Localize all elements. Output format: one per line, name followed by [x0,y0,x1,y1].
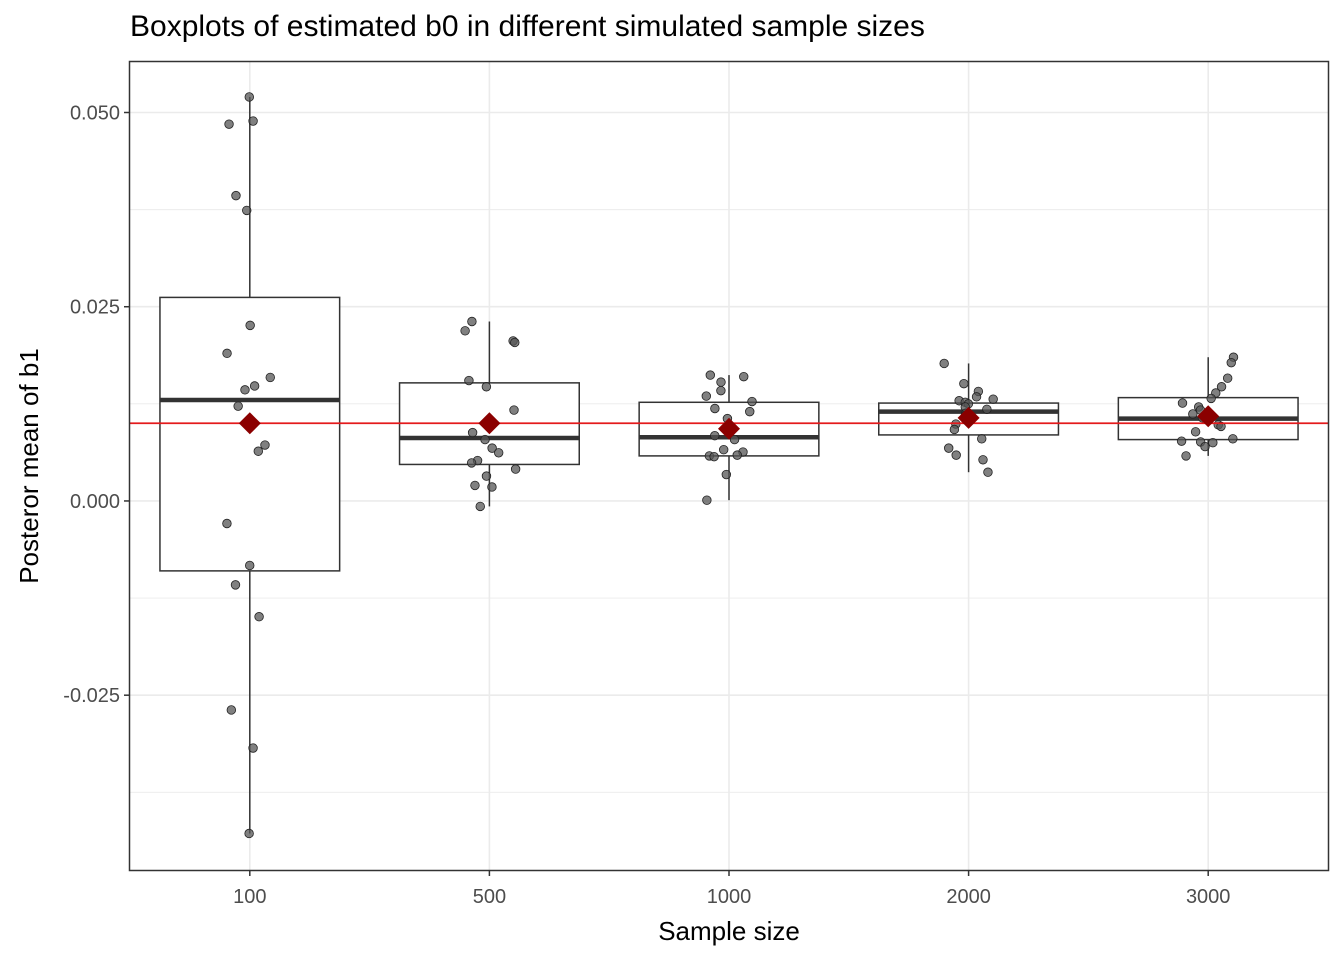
data-point [481,471,492,481]
axes: -0.025 0.000 0.025 0.050 100 500 1000 2000 3000 [63,103,1230,909]
data-point [493,448,504,458]
y-axis-title: Posteror mean of b1 [14,348,44,584]
data-point [710,403,720,414]
data-point [231,190,241,201]
data-point [260,440,270,450]
data-point [710,431,720,441]
data-point [705,370,715,380]
data-point [745,406,755,417]
y-tick-label: -0.025 [63,685,120,707]
data-point [467,316,477,327]
data-point [1176,436,1187,446]
data-point [709,451,719,462]
data-point [1177,398,1188,408]
data-point [245,320,255,331]
data-point [222,518,232,529]
data-point [1216,421,1226,432]
data-point [242,205,252,216]
data-point [1228,434,1238,444]
data-point [248,743,258,753]
data-point [254,612,264,622]
data-point [1200,441,1210,452]
data-point [1206,393,1216,404]
data-point [983,467,993,477]
x-tick-label: 2000 [946,886,991,908]
data-point [747,396,757,407]
data-point [977,434,987,444]
data-point [510,464,521,474]
data-point [240,385,250,395]
mean-marker [957,406,980,429]
mean-markers [238,405,1220,440]
data-point [460,326,470,336]
mean-marker [1197,405,1220,428]
data-point [230,580,241,590]
y-tick-label: 0.050 [70,103,120,125]
y-tick-label: 0.025 [70,297,120,319]
data-point [944,443,954,453]
data-point [701,391,712,401]
data-point [716,385,726,396]
data-point [732,450,742,460]
data-point [959,378,969,389]
data-point [978,455,988,465]
data-point [939,358,949,369]
data-point [971,392,982,402]
x-tick-label: 1000 [707,886,752,908]
mean-marker [238,412,261,435]
data-point [1226,357,1236,368]
x-axis-title: Sample size [658,916,800,946]
data-point [1190,427,1201,437]
data-point [470,480,480,491]
data-point [702,495,712,505]
data-point [233,401,243,411]
data-point [739,371,749,382]
data-point [729,434,740,445]
y-tick-label: 0.000 [70,491,120,513]
data-point [718,444,729,455]
data-point [1181,451,1191,461]
data-point [249,381,260,391]
mean-marker [478,412,501,435]
data-point [509,405,519,415]
chart-title: Boxplots of estimated b0 in different si… [130,10,925,43]
data-point [245,560,255,571]
data-point [466,458,477,468]
data-point [253,446,264,456]
data-point [480,434,490,445]
data-point [244,92,254,102]
data-point [949,424,960,435]
x-tick-label: 100 [233,886,266,908]
data-point [1208,437,1218,448]
data-point [988,394,998,404]
data-point [982,404,992,414]
x-tick-label: 500 [473,886,506,908]
data-point [265,372,275,383]
data-point [487,482,497,492]
jitter-points [222,92,1239,839]
data-point [244,828,254,839]
data-point [716,377,726,387]
data-point [510,337,520,348]
data-point [475,501,485,512]
data-point [248,116,258,126]
data-point [1216,382,1227,392]
data-point [226,705,237,715]
data-point [721,469,732,480]
box-iqr [638,401,820,457]
data-point [951,450,961,460]
data-point [222,348,232,359]
data-point [481,382,492,392]
data-point [464,375,474,386]
data-point [467,427,478,438]
data-point [1188,409,1198,419]
mean-marker [718,417,740,440]
x-tick-label: 3000 [1186,886,1231,908]
data-point [224,119,234,129]
data-point [487,443,497,453]
data-point [1222,373,1233,383]
